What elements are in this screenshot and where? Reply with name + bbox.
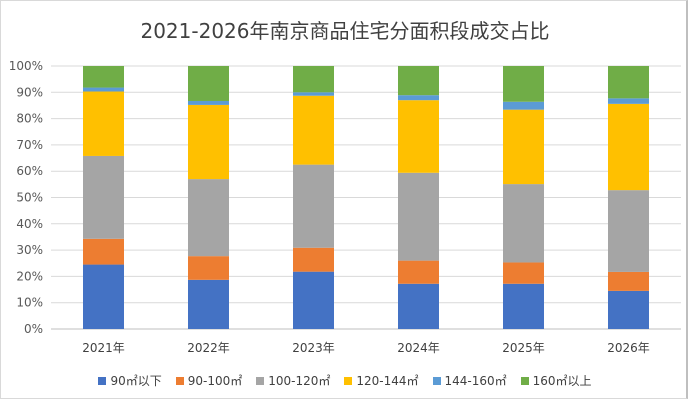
y-tick-label: 10%	[16, 296, 43, 310]
bar-segment	[83, 264, 124, 329]
legend-swatch	[432, 376, 441, 385]
bar-segment	[83, 66, 124, 88]
bars	[83, 66, 649, 329]
bar-segment	[398, 172, 439, 261]
y-tick-label: 90%	[16, 85, 43, 99]
bar-segment	[188, 100, 229, 105]
legend-item: 100-120㎡	[256, 372, 330, 389]
bar-segment	[83, 91, 124, 156]
y-tick-label: 50%	[16, 191, 43, 205]
bar-segment	[398, 283, 439, 329]
y-tick-label: 70%	[16, 138, 43, 152]
bar-segment	[608, 98, 649, 104]
x-category-label: 2023年	[292, 341, 335, 355]
legend-label: 120-144㎡	[356, 374, 419, 388]
bar-segment	[503, 66, 544, 102]
legend-item: 144-160㎡	[432, 372, 507, 389]
y-axis-ticks: 0% 10% 20% 30% 40% 50% 60% 70% 80% 90% 100%	[9, 59, 43, 336]
bar-segment	[608, 271, 649, 291]
bar-segment	[608, 66, 649, 99]
y-tick-label: 0%	[24, 322, 43, 336]
bar-segment	[83, 87, 124, 92]
legend-item: 90-100㎡	[175, 372, 243, 389]
y-tick-label: 60%	[16, 164, 43, 178]
bar-segment	[503, 184, 544, 263]
bar-segment	[188, 279, 229, 329]
legend-swatch	[520, 376, 529, 385]
bar-segment	[398, 66, 439, 96]
legend-item: 160㎡以上	[520, 372, 592, 389]
bar-segment	[293, 95, 334, 165]
x-axis-categories: 2021年 2022年 2023年 2024年 2025年 2026年	[82, 341, 650, 355]
legend-label: 160㎡以上	[532, 374, 592, 388]
x-category-label: 2025年	[502, 341, 545, 355]
y-tick-label: 80%	[16, 112, 43, 126]
bar-segment	[83, 155, 124, 239]
bar-segment	[293, 271, 334, 329]
bar-segment	[293, 66, 334, 93]
y-tick-label: 100%	[9, 59, 43, 73]
bar-segment	[398, 100, 439, 173]
legend-label: 90㎡以下	[110, 374, 162, 388]
bar-segment	[503, 262, 544, 284]
legend-swatch	[344, 376, 353, 385]
bar-segment	[293, 164, 334, 248]
bar-segment	[83, 238, 124, 265]
legend-swatch	[256, 376, 265, 385]
chart-title: 2021-2026年南京商品住宅分面积段成交占比	[140, 19, 550, 43]
y-tick-label: 20%	[16, 269, 43, 283]
bar-segment	[503, 109, 544, 185]
bar-segment	[188, 256, 229, 280]
legend-label: 90-100㎡	[187, 374, 243, 388]
bar-segment	[398, 95, 439, 101]
bar-segment	[293, 92, 334, 96]
legend-swatch	[98, 376, 107, 385]
bar-segment	[188, 104, 229, 180]
legend-label: 100-120㎡	[268, 374, 331, 388]
x-category-label: 2026年	[607, 341, 650, 355]
bar-segment	[188, 66, 229, 101]
bar-segment	[608, 190, 649, 272]
x-category-label: 2021年	[82, 341, 125, 355]
legend-item: 90㎡以下	[98, 372, 162, 389]
x-category-label: 2024年	[397, 341, 440, 355]
gridlines	[51, 65, 681, 330]
legend-swatch	[175, 376, 184, 385]
legend: 90㎡以下 90-100㎡ 100-120㎡ 120-144㎡ 144-160㎡ 160㎡…	[1, 372, 689, 389]
bar-segment	[188, 179, 229, 257]
legend-label: 144-160㎡	[444, 374, 507, 388]
y-tick-label: 40%	[16, 217, 43, 231]
x-category-label: 2022年	[187, 341, 230, 355]
bar-segment	[503, 101, 544, 110]
legend-item: 120-144㎡	[344, 372, 419, 389]
bar-segment	[398, 260, 439, 284]
bar-segment	[503, 283, 544, 329]
bar-segment	[608, 103, 649, 191]
bar-segment	[293, 247, 334, 272]
y-tick-label: 30%	[16, 243, 43, 257]
bar-segment	[608, 290, 649, 329]
